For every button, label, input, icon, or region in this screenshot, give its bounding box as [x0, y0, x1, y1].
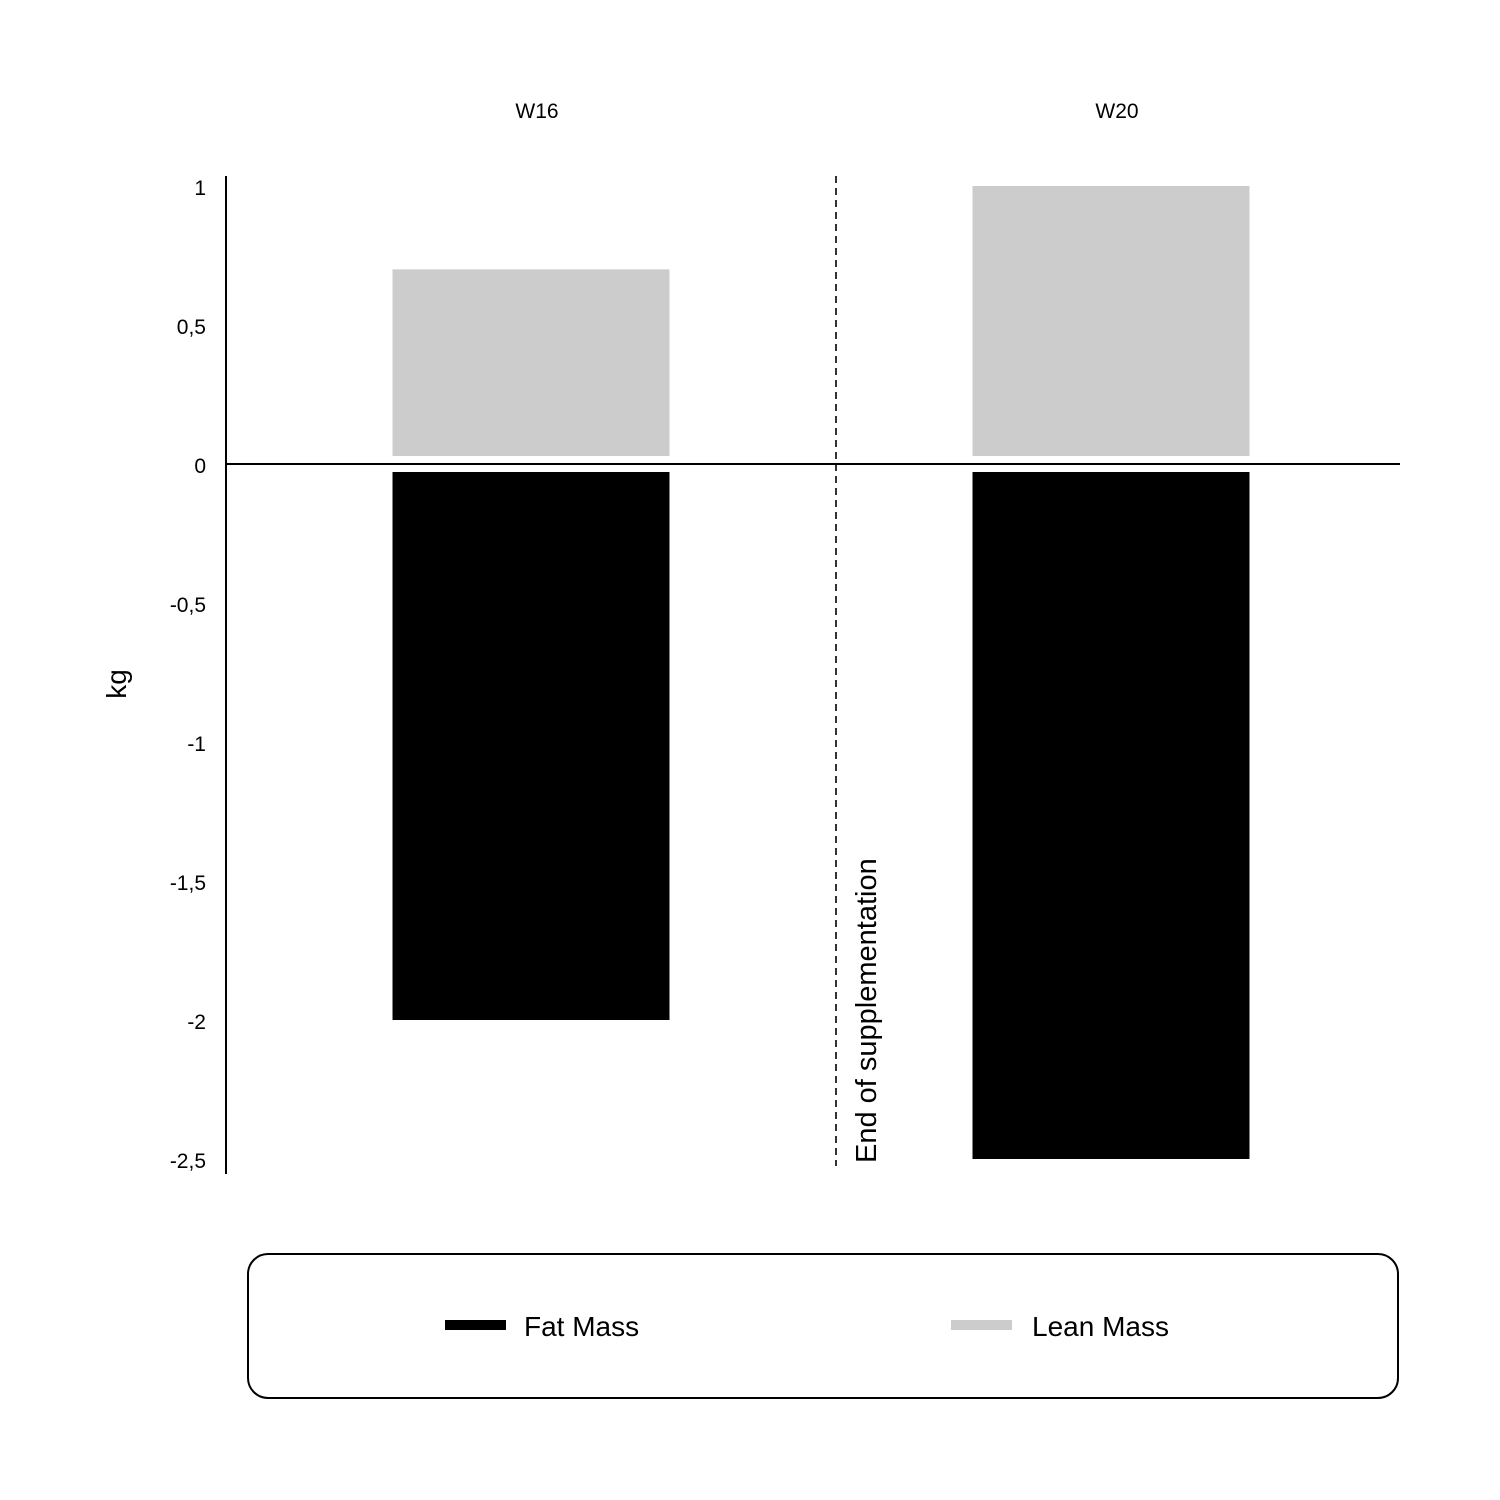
bars: [392, 186, 1250, 1159]
y-tick-labels: 1 0,5 0 -0,5 -1 -1,5 -2 -2,5: [170, 177, 206, 1173]
legend-label-lean-mass: Lean Mass: [1032, 1311, 1169, 1342]
bar-lean-mass-w20: [972, 186, 1250, 456]
y-tick-label: 1: [194, 177, 206, 200]
bar-fat-mass-w16: [392, 472, 670, 1020]
y-tick-label: -2,5: [170, 1150, 206, 1173]
y-tick-label: -0,5: [170, 594, 206, 617]
category-label-w20: W20: [1095, 100, 1138, 123]
category-label-w16: W16: [515, 100, 558, 123]
y-axis-label: kg: [101, 669, 132, 699]
y-tick-label: -1,5: [170, 872, 206, 895]
y-tick-label: -2: [187, 1011, 206, 1034]
y-tick-label: -1: [187, 733, 206, 756]
legend-swatch-fat-mass: [445, 1320, 506, 1330]
bar-fat-mass-w20: [972, 472, 1250, 1159]
legend-label-fat-mass: Fat Mass: [524, 1311, 639, 1342]
bar-lean-mass-w16: [392, 269, 670, 456]
y-tick-label: 0: [194, 455, 206, 478]
end-of-supplementation-label: End of supplementation: [851, 858, 883, 1163]
legend-swatch-lean-mass: [951, 1320, 1012, 1330]
legend-box: [247, 1253, 1399, 1399]
legend-item-lean-mass: Lean Mass: [951, 1311, 1169, 1342]
legend-item-fat-mass: Fat Mass: [445, 1311, 639, 1342]
category-labels: W16 W20: [515, 100, 1138, 123]
y-tick-label: 0,5: [177, 316, 206, 339]
